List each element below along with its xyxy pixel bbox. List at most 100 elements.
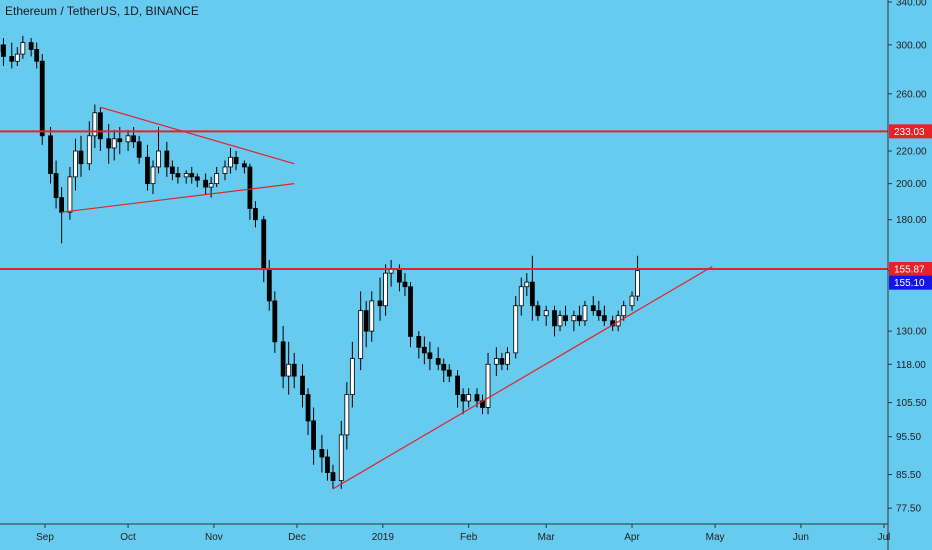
candle (499, 352, 505, 371)
candle-body (363, 310, 369, 332)
candle-body (629, 295, 635, 307)
trendlines-layer (61, 106, 713, 490)
candle-body (241, 163, 247, 168)
candle (305, 388, 311, 435)
candle-body (156, 150, 161, 168)
trendline (100, 106, 295, 165)
candle (377, 277, 383, 321)
price-tick-label: 260.00 (896, 89, 927, 100)
candle-body (499, 358, 505, 365)
levels-layer (0, 130, 888, 270)
candle (266, 260, 272, 311)
candle (621, 300, 627, 321)
candle-body (73, 150, 78, 178)
candles-layer (0, 35, 640, 489)
candle (524, 273, 530, 297)
candle-body (253, 208, 258, 221)
price-tick-label: 95.50 (896, 432, 921, 443)
candle-body (34, 49, 40, 62)
candle (300, 364, 305, 408)
candle-body (330, 472, 336, 482)
candle (150, 160, 156, 195)
candle (222, 160, 228, 181)
current-price-label: 155.10 (894, 278, 925, 289)
candle-body (493, 358, 499, 365)
candle-body (338, 434, 344, 482)
candle (446, 364, 452, 383)
candle-body (421, 346, 427, 354)
candle (408, 282, 413, 348)
candle (106, 124, 112, 164)
candle-body (344, 394, 350, 436)
candle (164, 141, 170, 177)
candle (97, 107, 103, 152)
candle (485, 352, 491, 415)
candle-body (183, 173, 189, 178)
candle (518, 277, 524, 316)
level-price-label: 233.03 (894, 127, 925, 138)
candle (183, 170, 189, 184)
candle-body (1, 44, 6, 57)
candle-body (582, 305, 588, 322)
candle-body (358, 310, 364, 359)
candle-body (416, 336, 422, 348)
candle-body (150, 166, 156, 185)
candle-body (563, 315, 568, 322)
candle-body (446, 369, 452, 377)
candle-body (111, 138, 117, 149)
candle (441, 358, 447, 383)
candle (325, 449, 330, 481)
price-tick-label: 130.00 (896, 327, 927, 338)
candle (9, 42, 15, 69)
candle-body (97, 112, 103, 140)
candle-body (577, 315, 582, 322)
candle-body (427, 352, 433, 359)
candle-body (513, 305, 519, 354)
time-axis[interactable]: Sep Oct Nov Dec 2019 Feb Mar Apr May Jun Jul (0, 523, 890, 543)
candle (596, 300, 602, 321)
candle (247, 163, 253, 220)
candle-body (571, 315, 577, 322)
candle (358, 291, 364, 371)
candle (416, 331, 422, 359)
candle-body (377, 300, 383, 307)
candle (253, 201, 258, 228)
price-tick-label: 220.00 (896, 147, 927, 158)
candle-body (349, 358, 355, 395)
candle-body (505, 352, 510, 365)
candle-body (524, 281, 530, 288)
candle (421, 336, 427, 365)
candle (1, 38, 6, 67)
time-tick-label: May (706, 532, 725, 543)
trendline (332, 265, 713, 490)
candle (145, 144, 150, 191)
candle-body (175, 173, 181, 178)
candle-body (136, 141, 142, 158)
price-tick-label: 200.00 (896, 179, 927, 190)
price-axis[interactable]: 340.00 300.00 260.00 220.00 200.00 180.00 155.… (887, 0, 932, 550)
candle-body (590, 305, 596, 312)
candle (466, 388, 472, 408)
candle-body (214, 173, 220, 185)
candle (175, 166, 181, 184)
candle (86, 121, 92, 171)
candle-body (325, 456, 330, 473)
candle-body (369, 300, 375, 332)
candle (557, 310, 563, 332)
candle (39, 54, 45, 145)
time-tick-label: Jun (793, 532, 809, 543)
candle (311, 407, 316, 465)
candle (344, 382, 350, 450)
candle-body (228, 156, 233, 168)
price-tick-label: 85.50 (896, 470, 921, 481)
candle-body (300, 375, 305, 395)
candle-body (543, 310, 549, 317)
candle-body (106, 138, 112, 149)
candle (635, 255, 640, 301)
candle (156, 126, 161, 174)
candle-body (466, 394, 472, 402)
time-tick-label: Dec (288, 532, 306, 543)
candle (563, 305, 568, 326)
candle-body (397, 268, 402, 283)
